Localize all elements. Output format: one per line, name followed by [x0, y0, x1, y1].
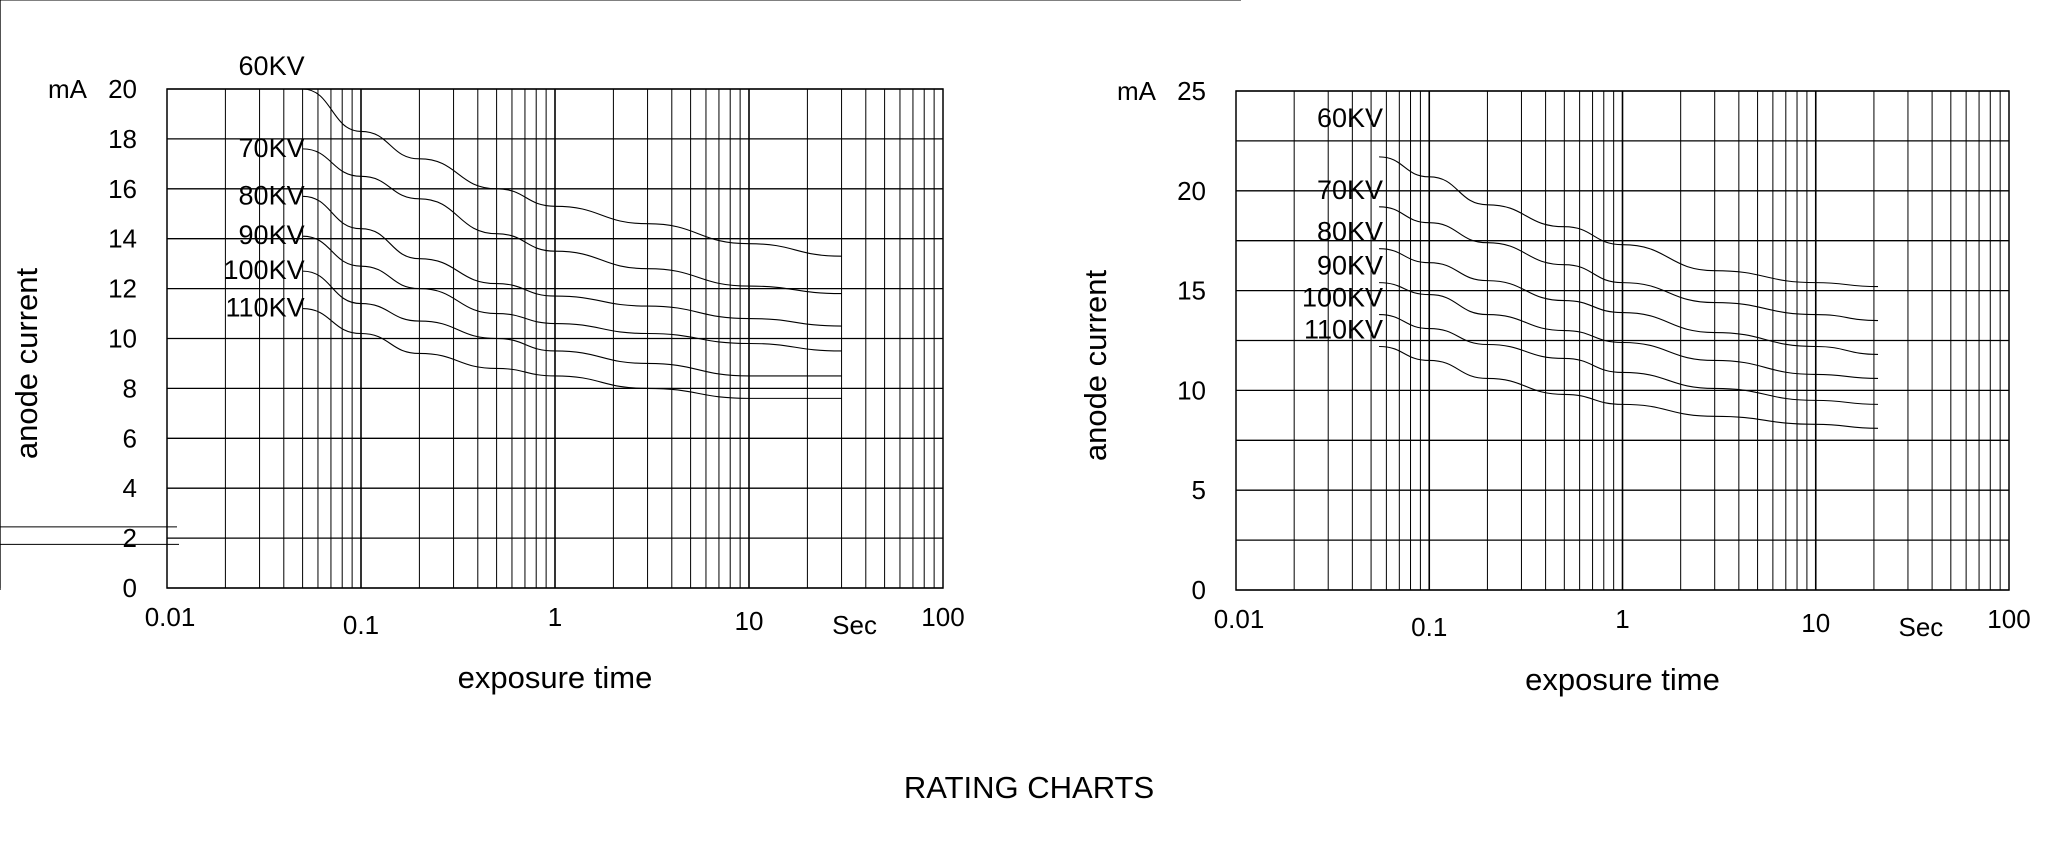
series-label: 110KV [226, 293, 305, 323]
series-line-100kv [302, 270, 842, 377]
series-label: 60KV [1317, 103, 1383, 133]
y-tick-label: 0 [1192, 575, 1206, 605]
y-tick-label: 12 [108, 274, 137, 304]
y-tick-label: 6 [123, 423, 137, 453]
series-line-80kv [1379, 248, 1879, 356]
series-label: 80KV [1317, 217, 1383, 247]
x-unit-label: Sec [832, 610, 877, 640]
x-tick-label: 1 [548, 602, 562, 632]
y-tick-label: 8 [123, 373, 137, 403]
series-line-60kv [1379, 156, 1879, 288]
series-label: 80KV [239, 180, 305, 210]
y-tick-label: 14 [108, 224, 137, 254]
x-tick-label: 10 [735, 606, 764, 636]
y-tick-label: 20 [108, 74, 137, 104]
x-unit-label: Sec [1898, 612, 1943, 642]
page-title: RATING CHARTS [903, 770, 1155, 805]
x-tick-label: 0.01 [1214, 604, 1265, 634]
y-tick-label: 0 [123, 573, 137, 603]
series-label: 90KV [1317, 251, 1383, 281]
x-tick-label: 0.1 [343, 610, 379, 640]
y-tick-label: 4 [123, 473, 137, 503]
series-label: 100KV [1302, 283, 1383, 313]
x-tick-label: 1 [1615, 604, 1629, 634]
y-tick-label: 25 [1177, 76, 1206, 106]
series-line-90kv [302, 235, 842, 352]
series-line-90kv [1379, 282, 1879, 379]
series-line-60kv [302, 88, 842, 257]
y-tick-label: 5 [1192, 475, 1206, 505]
series-label: 100KV [224, 255, 305, 285]
y-tick-label: 15 [1177, 276, 1206, 306]
series-line-110kv [1379, 345, 1879, 429]
y-tick-label: 2 [123, 523, 137, 553]
y-tick-label: 16 [108, 174, 137, 204]
series-line-100kv [1379, 314, 1879, 405]
series-line-70kv [302, 148, 842, 295]
series-label: 60KV [239, 51, 305, 81]
x-axis-title: exposure time [458, 660, 653, 695]
x-tick-label: 0.01 [145, 602, 196, 632]
x-axis-title: exposure time [1525, 662, 1720, 697]
series-label: 70KV [1317, 175, 1383, 205]
y-tick-label: 10 [108, 324, 137, 354]
y-axis-title: anode current [1078, 269, 1113, 461]
y-tick-label: 10 [1177, 375, 1206, 405]
chart-1: 0 2 4 6 8 10 12 14 16 18 20 mA 0.01 0.1 1 10 100 Sec expos… [0, 0, 965, 695]
y-unit-label: mA [48, 74, 88, 104]
series-line-110kv [302, 308, 842, 399]
x-tick-label: 100 [921, 602, 964, 632]
legend-box [0, 0, 179, 588]
y-tick-label: 20 [1177, 176, 1206, 206]
x-tick-label: 10 [1801, 608, 1830, 638]
y-unit-label: mA [1117, 76, 1157, 106]
series-label: 70KV [239, 133, 305, 163]
series-line-80kv [302, 195, 842, 327]
plot-frame [1235, 90, 2010, 591]
series-line-70kv [1379, 206, 1879, 322]
x-tick-label: 0.1 [1411, 612, 1447, 642]
y-axis-title: anode current [9, 267, 44, 459]
y-tick-label: 18 [108, 124, 137, 154]
plot-frame [166, 88, 944, 589]
x-tick-label: 100 [1987, 604, 2030, 634]
series-label: 110KV [1304, 314, 1383, 344]
series-label: 90KV [239, 220, 305, 250]
